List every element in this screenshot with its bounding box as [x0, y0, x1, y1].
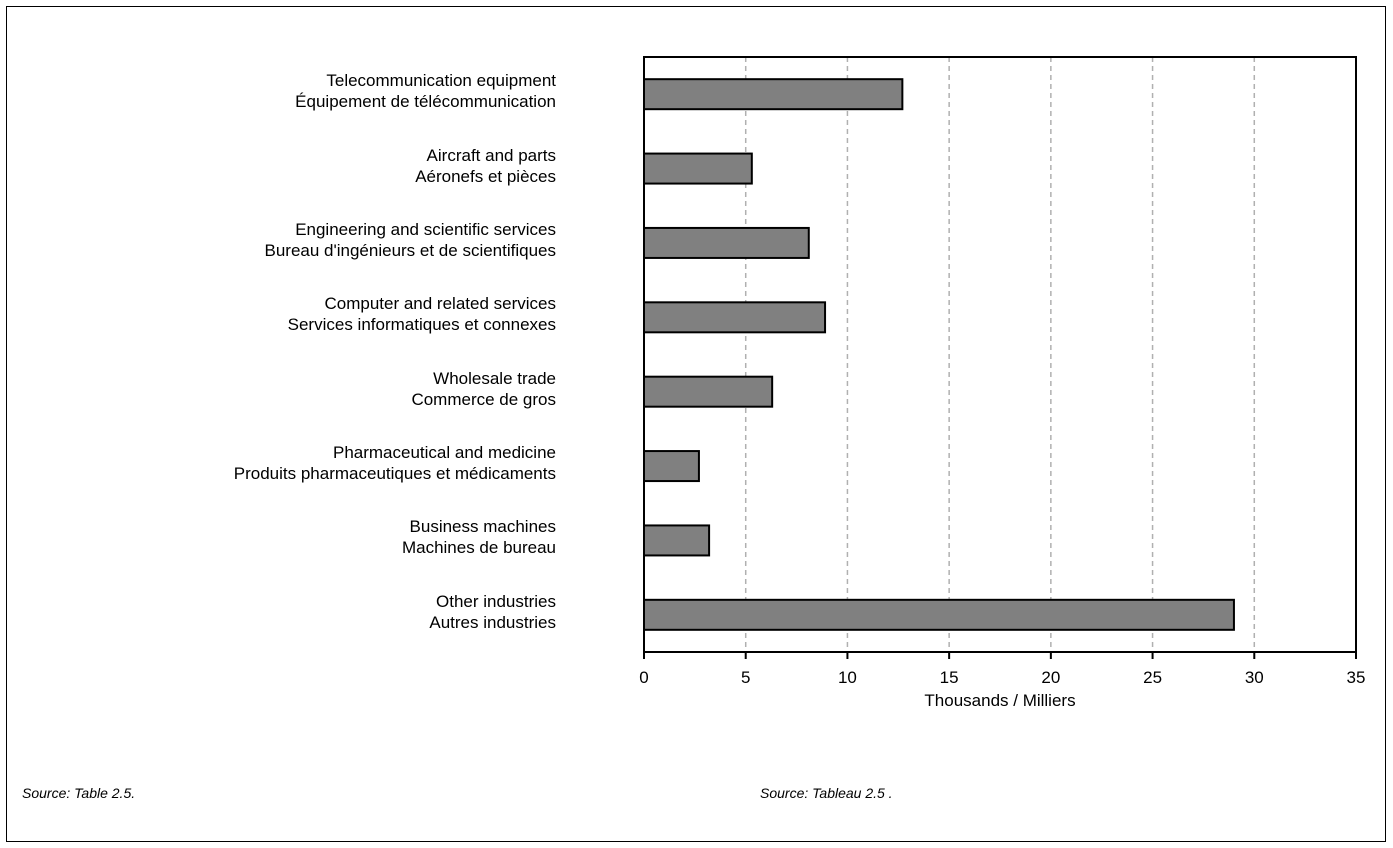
- bar: [643, 450, 700, 483]
- x-tick-label: 25: [1143, 668, 1162, 687]
- category-label-fr: Bureau d'ingénieurs et de scientifiques: [264, 240, 557, 260]
- category-label: Pharmaceutical and medicine Produits phar…: [0, 442, 556, 484]
- category-label-en: Wholesale trade: [433, 368, 556, 388]
- bar: [643, 78, 904, 111]
- category-label: Computer and related services Services in…: [0, 293, 556, 335]
- source-note-en: Source: Table 2.5.: [22, 785, 136, 801]
- x-tick-label: 20: [1041, 668, 1060, 687]
- category-label-fr: Machines de bureau: [401, 538, 556, 558]
- bar: [643, 598, 1235, 631]
- category-label: Business machines Machines de bureau: [0, 516, 556, 558]
- bar: [643, 375, 774, 408]
- category-label-fr: Commerce de gros: [411, 389, 556, 409]
- plot-area-border: [643, 56, 1357, 653]
- x-tick-label: 0: [639, 668, 648, 687]
- x-tick-label: 35: [1347, 668, 1366, 687]
- x-tick-label: 10: [838, 668, 857, 687]
- category-label-fr: Produits pharmaceutiques et médicaments: [233, 464, 556, 484]
- category-label: Telecommunication equipment Équipement de…: [0, 70, 556, 112]
- category-label: Wholesale trade Commerce de gros: [0, 368, 556, 410]
- category-label-en: Other industries: [436, 591, 556, 611]
- category-label-en: Aircraft and parts: [426, 145, 556, 165]
- bar: [643, 301, 827, 334]
- bar: [643, 226, 810, 259]
- x-axis-title: Thousands / Milliers: [924, 691, 1076, 710]
- bar: [643, 152, 753, 185]
- category-label-fr: Aéronefs et pièces: [415, 166, 556, 186]
- category-label: Other industries Autres industries: [0, 591, 556, 633]
- category-label: Engineering and scientific services Burea…: [0, 219, 557, 261]
- category-label-fr: Équipement de télécommunication: [295, 92, 556, 112]
- category-label: Aircraft and parts Aéronefs et pièces: [0, 145, 556, 187]
- category-label-en: Pharmaceutical and medicine: [332, 443, 556, 463]
- category-label-en: Telecommunication equipment: [326, 71, 556, 91]
- x-tick-label: 15: [940, 668, 959, 687]
- x-tick-label: 5: [741, 668, 750, 687]
- source-note-fr: Source: Tableau 2.5 .: [760, 785, 893, 801]
- category-label-en: Engineering and scientific services: [295, 219, 556, 239]
- chart-frame: [6, 6, 1386, 842]
- category-label-fr: Autres industries: [429, 612, 556, 632]
- category-label-fr: Services informatiques et connexes: [287, 315, 556, 335]
- category-label-en: Computer and related services: [324, 294, 556, 314]
- x-tick-label: 30: [1245, 668, 1264, 687]
- bar: [643, 524, 711, 557]
- category-label-en: Business machines: [409, 517, 556, 537]
